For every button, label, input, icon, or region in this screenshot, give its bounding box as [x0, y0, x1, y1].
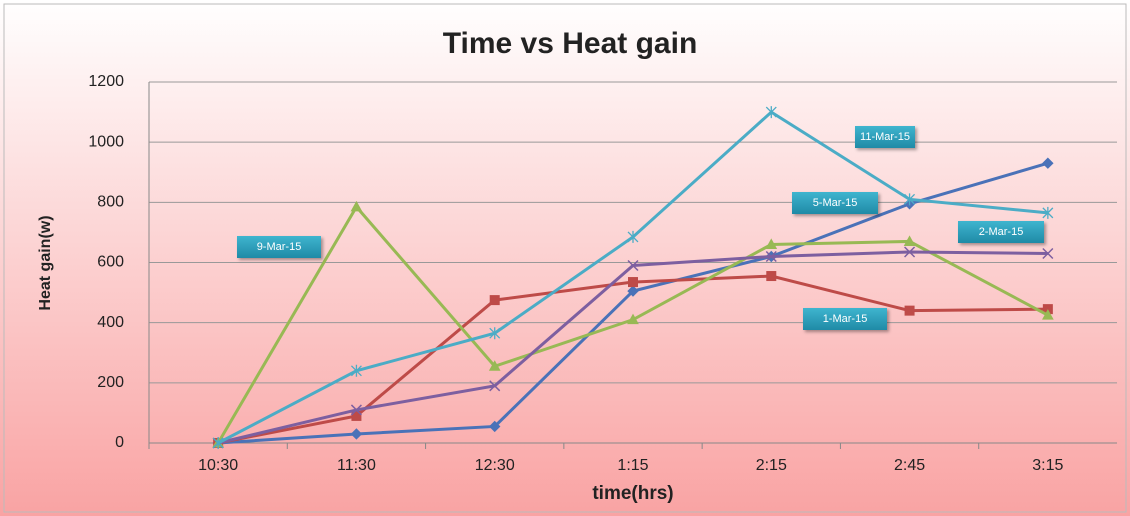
marker [766, 271, 777, 282]
y-tick-label: 600 [97, 254, 124, 271]
marker [489, 327, 501, 340]
series-annotation: 2-Mar-15 [958, 221, 1044, 243]
series-line [217, 274, 1048, 445]
marker [904, 305, 915, 316]
y-axis-label: Heat gain(w) [37, 215, 54, 310]
marker [1042, 206, 1054, 219]
marker [1042, 309, 1054, 320]
series-line [218, 161, 1049, 445]
marker [212, 437, 224, 449]
marker [350, 428, 363, 440]
marker [627, 285, 639, 297]
marker [350, 200, 363, 212]
y-tick-label: 1000 [88, 133, 124, 150]
y-tick-label: 400 [97, 314, 124, 331]
y-tick-label: 1200 [88, 73, 124, 90]
x-tick-label: 2:15 [756, 457, 787, 474]
marker [627, 313, 639, 325]
marker [350, 364, 362, 377]
y-tick-label: 0 [115, 434, 124, 451]
marker [489, 420, 501, 433]
series-annotation: 1-Mar-15 [803, 308, 887, 330]
x-axis-label: time(hrs) [592, 483, 673, 504]
marker [350, 404, 362, 416]
marker [488, 360, 501, 371]
x-tick-label: 10:30 [198, 457, 238, 474]
series-annotation: 11-Mar-15 [855, 126, 915, 148]
marker [765, 250, 777, 263]
series-annotation: 5-Mar-15 [792, 192, 878, 214]
marker [765, 238, 778, 249]
marker [489, 380, 501, 392]
marker [904, 193, 916, 206]
x-tick-label: 3:15 [1032, 457, 1063, 474]
marker [1042, 247, 1054, 260]
x-tick-label: 1:15 [617, 457, 648, 474]
x-tick-label: 12:30 [475, 457, 515, 474]
series-annotation: 9-Mar-15 [237, 236, 321, 258]
marker [627, 230, 639, 243]
chart-title: Time vs Heat gain [443, 27, 698, 60]
x-tick-label: 11:30 [337, 457, 376, 474]
marker [1042, 157, 1054, 169]
marker [627, 259, 639, 272]
chart-border [3, 3, 1127, 513]
marker [765, 106, 777, 119]
x-tick-label: 2:45 [894, 457, 925, 474]
y-tick-label: 200 [97, 374, 124, 391]
y-tick-label: 800 [97, 194, 124, 211]
marker [628, 277, 638, 288]
marker [903, 235, 916, 246]
marker [489, 295, 500, 306]
marker [904, 246, 916, 258]
